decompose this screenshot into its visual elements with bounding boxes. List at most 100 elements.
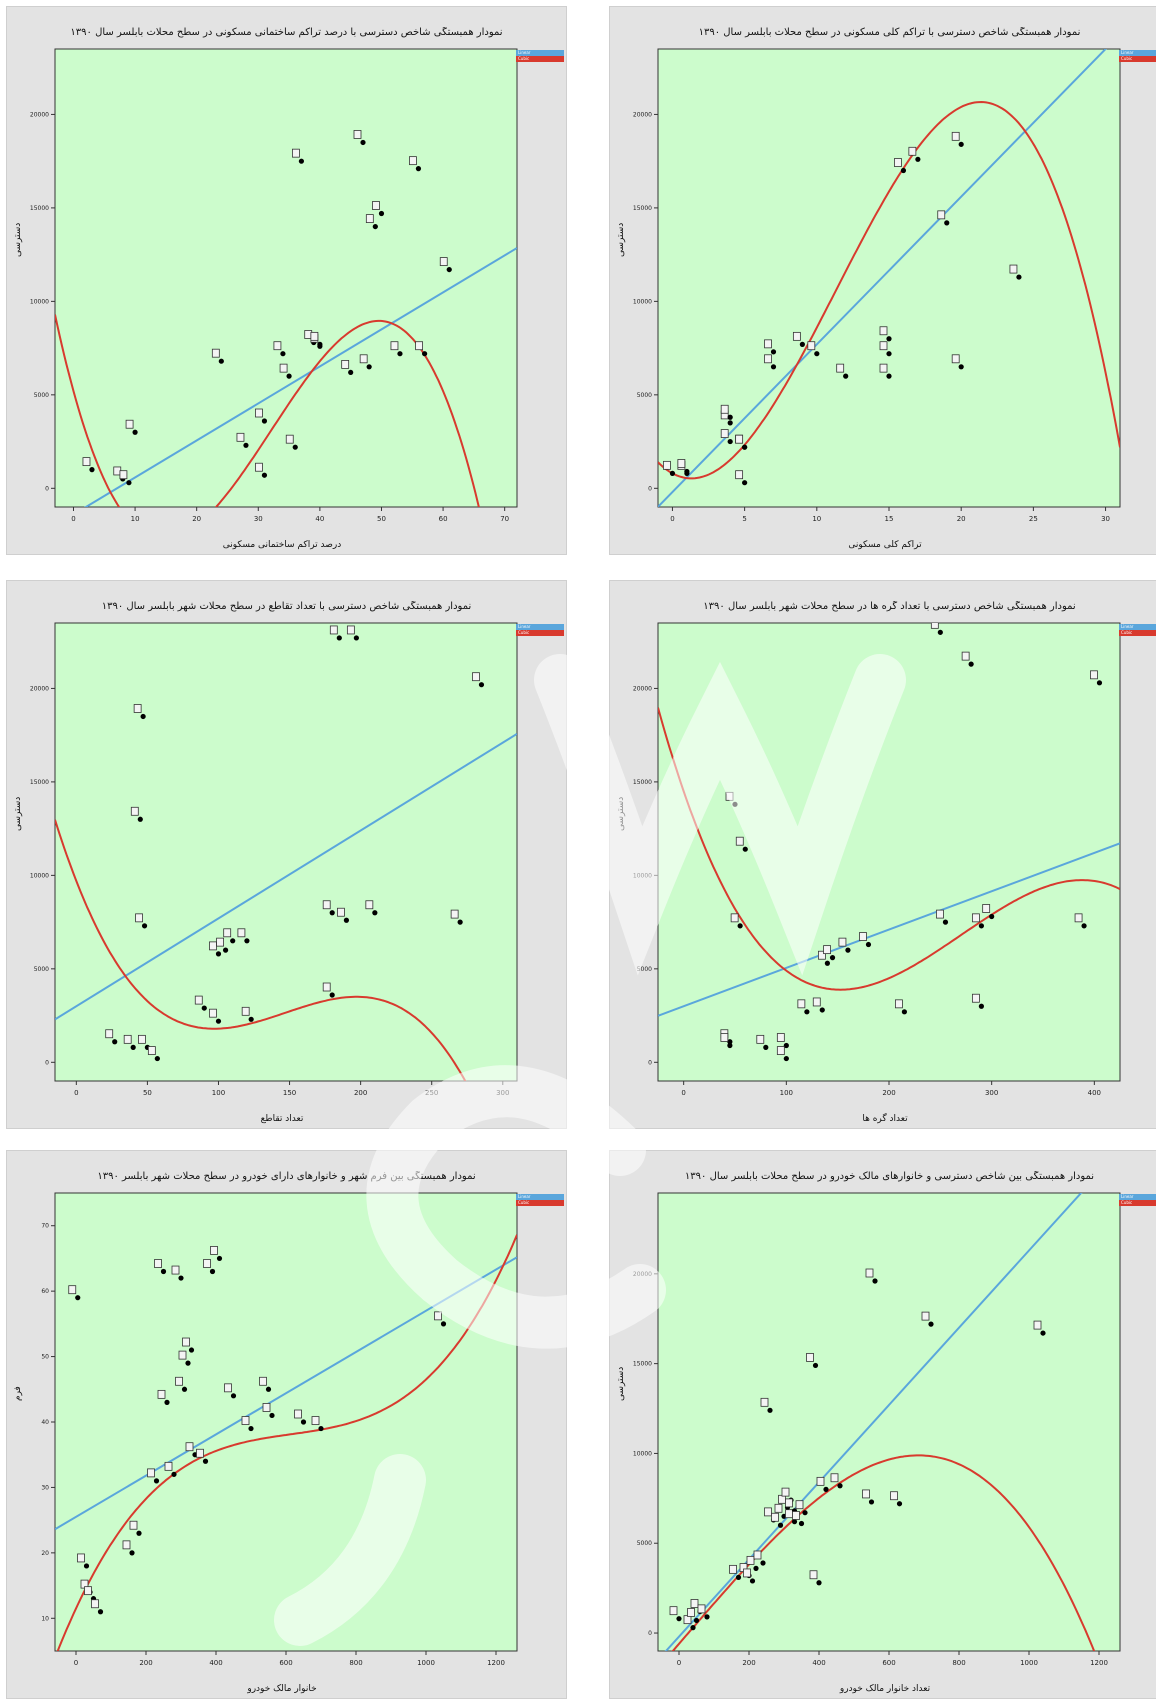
point-label-box bbox=[797, 999, 806, 1009]
data-point bbox=[843, 373, 849, 379]
plot-area bbox=[54, 622, 518, 1082]
data-point bbox=[937, 629, 943, 635]
point-label-box bbox=[122, 1540, 131, 1550]
point-label-box bbox=[434, 1311, 442, 1321]
y-tick-label: 5000 bbox=[34, 392, 49, 399]
data-point bbox=[1016, 274, 1022, 280]
point-label-box bbox=[971, 993, 980, 1003]
y-tick-label: 10000 bbox=[633, 872, 652, 879]
data-point bbox=[215, 951, 222, 957]
point-label-box bbox=[792, 331, 801, 341]
data-point bbox=[230, 938, 236, 944]
y-tick-label: 10 bbox=[41, 1615, 49, 1622]
point-label-box bbox=[764, 354, 772, 364]
data-point bbox=[735, 1574, 742, 1580]
data-point bbox=[958, 364, 964, 370]
point-label-box bbox=[894, 999, 903, 1009]
data-point bbox=[770, 349, 777, 355]
data-point bbox=[265, 1386, 272, 1392]
point-label-box bbox=[838, 937, 847, 947]
x-tick-label: 100 bbox=[780, 1089, 793, 1097]
point-label-box bbox=[812, 997, 821, 1007]
point-label-box bbox=[259, 1376, 267, 1386]
data-point bbox=[209, 1268, 216, 1275]
point-label-box bbox=[164, 1461, 173, 1471]
point-label-box bbox=[450, 909, 459, 919]
point-label-box bbox=[746, 1555, 755, 1565]
data-point bbox=[269, 1412, 275, 1419]
data-point bbox=[968, 661, 974, 667]
y-tick-label: 50 bbox=[41, 1354, 49, 1361]
data-point bbox=[837, 1483, 843, 1489]
data-point bbox=[693, 1617, 700, 1624]
point-label-box bbox=[346, 625, 355, 635]
chart-panel: نمودار همبستگی شاخص دسترسی با درصد تراکم… bbox=[6, 6, 567, 555]
point-label-box bbox=[743, 1568, 751, 1578]
point-label-box bbox=[663, 460, 671, 470]
data-point bbox=[185, 1360, 191, 1366]
point-label-box bbox=[273, 341, 282, 351]
data-point bbox=[727, 1039, 733, 1045]
legend-cubic: Cubic bbox=[516, 630, 564, 636]
point-label-box bbox=[1090, 670, 1098, 680]
data-point bbox=[886, 336, 892, 342]
chart-panel: نمودار همبستگی شاخص دسترسی با تعداد تقاط… bbox=[6, 580, 567, 1129]
x-tick-label: 0 bbox=[71, 515, 75, 523]
x-tick-label: 400 bbox=[209, 1659, 222, 1667]
x-tick-label: 20 bbox=[192, 515, 201, 523]
point-label-box bbox=[951, 354, 960, 364]
data-point bbox=[742, 846, 748, 852]
data-point bbox=[336, 635, 342, 641]
y-tick-label: 20000 bbox=[633, 685, 652, 692]
legend-linear: Linear bbox=[1119, 50, 1156, 56]
y-tick-label: 15000 bbox=[633, 205, 652, 212]
data-point bbox=[318, 1425, 324, 1432]
point-label-box bbox=[125, 419, 134, 429]
data-point bbox=[865, 941, 872, 948]
y-tick-label: 5000 bbox=[637, 966, 652, 973]
point-label-box bbox=[753, 1550, 762, 1560]
point-label-box bbox=[697, 1604, 706, 1614]
point-label-box bbox=[135, 913, 143, 923]
data-point bbox=[802, 1510, 808, 1516]
chart-panel: نمودار همبستگی شاخص دسترسی با تعداد گره … bbox=[609, 580, 1156, 1129]
data-point bbox=[816, 1580, 822, 1586]
scatter-plot: 0 200 400 600 800 1000 1200 10 20 30 40 50 60 70 bbox=[41, 1192, 518, 1667]
data-point bbox=[360, 139, 366, 146]
point-label-box bbox=[255, 408, 263, 418]
data-point bbox=[372, 910, 378, 916]
chart-panel: نمودار همبستگی بین شاخص دسترسی و خانواره… bbox=[609, 1150, 1156, 1699]
data-point bbox=[798, 1520, 805, 1527]
data-point bbox=[814, 351, 820, 357]
data-point bbox=[222, 947, 229, 953]
point-label-box bbox=[154, 1259, 162, 1268]
point-label-box bbox=[764, 1507, 772, 1517]
data-point bbox=[132, 429, 138, 435]
point-label-box bbox=[182, 1337, 190, 1347]
y-tick-label: 15000 bbox=[30, 205, 49, 212]
y-tick-label: 15000 bbox=[633, 1361, 652, 1368]
point-label-box bbox=[279, 363, 288, 373]
x-tick-label: 800 bbox=[952, 1659, 965, 1667]
data-point bbox=[300, 1419, 307, 1425]
linear-fit-line bbox=[664, 1193, 1083, 1651]
point-label-box bbox=[687, 1608, 695, 1617]
data-point bbox=[129, 1550, 135, 1556]
point-label-box bbox=[224, 1383, 232, 1393]
x-tick-label: 0 bbox=[670, 515, 674, 523]
data-point bbox=[188, 1347, 195, 1353]
legend-linear: Linear bbox=[516, 50, 564, 56]
point-label-box bbox=[764, 339, 772, 349]
point-label-box bbox=[241, 1006, 250, 1016]
point-label-box bbox=[390, 341, 399, 351]
x-tick-label: 1200 bbox=[1090, 1659, 1108, 1667]
y-tick-label: 60 bbox=[41, 1288, 49, 1295]
point-label-box bbox=[776, 1033, 785, 1042]
point-label-box bbox=[241, 1416, 250, 1425]
legend-linear: Linear bbox=[1119, 1194, 1156, 1200]
point-label-box bbox=[84, 1586, 92, 1596]
cubic-fit-line bbox=[55, 819, 467, 1081]
data-point bbox=[783, 1042, 789, 1049]
data-point bbox=[329, 992, 335, 998]
point-label-box bbox=[77, 1553, 85, 1563]
